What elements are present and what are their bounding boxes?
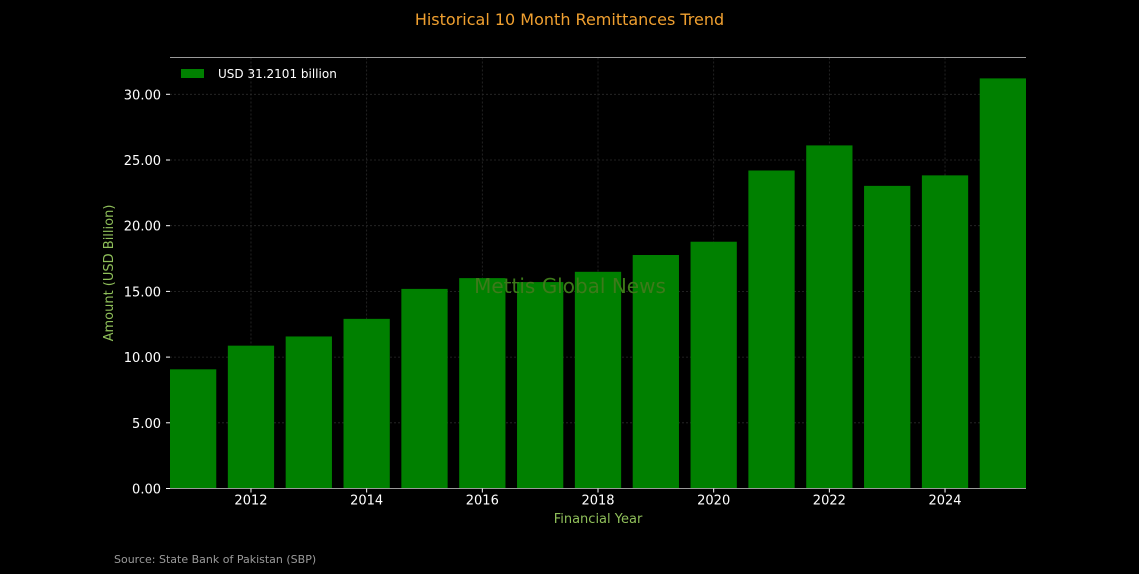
x-tick-label: 2012 xyxy=(234,494,267,509)
bar-2015 xyxy=(401,288,448,489)
y-tick-label: 20.00 xyxy=(124,220,161,235)
legend: USD 31.2101 billion xyxy=(181,67,337,81)
bar-2018 xyxy=(574,271,622,489)
bar-2012 xyxy=(227,345,275,489)
legend-label: USD 31.2101 billion xyxy=(218,67,337,81)
y-axis-label: Amount (USD Billion) xyxy=(102,205,117,342)
x-axis-label: Financial Year xyxy=(554,512,643,527)
legend-swatch xyxy=(181,69,204,78)
y-tick-label: 15.00 xyxy=(124,285,161,300)
bar-2025 xyxy=(979,78,1026,489)
x-tick-labels: 2012 2014 2016 2018 2020 2022 2024 xyxy=(234,488,962,509)
x-tick-label: 2024 xyxy=(928,494,961,509)
x-tick-label: 2014 xyxy=(350,494,383,509)
y-tick-label: 30.00 xyxy=(124,88,161,103)
bar-2016 xyxy=(459,278,506,489)
y-tick-labels: 0.00 5.00 10.00 15.00 20.00 25.00 30.00 xyxy=(124,88,170,498)
x-tick-label: 2016 xyxy=(466,494,499,509)
bar-2014 xyxy=(343,318,390,489)
bar-2024 xyxy=(921,175,969,489)
bar-2023 xyxy=(864,185,911,489)
bars xyxy=(170,78,1026,489)
y-tick-label: 5.00 xyxy=(132,417,161,432)
bar-2013 xyxy=(285,336,332,489)
source-note: Source: State Bank of Pakistan (SBP) xyxy=(114,553,316,566)
y-tick-label: 25.00 xyxy=(124,154,161,169)
y-tick-label: 10.00 xyxy=(124,351,161,366)
bar-2011 xyxy=(170,369,217,489)
bar-2020 xyxy=(690,241,737,489)
chart-title: Historical 10 Month Remittances Trend xyxy=(415,10,724,29)
bar-2021 xyxy=(748,170,795,489)
x-tick-label: 2022 xyxy=(813,494,846,509)
bar-2017 xyxy=(517,282,564,489)
x-tick-label: 2020 xyxy=(697,494,730,509)
bar-2022 xyxy=(806,145,853,489)
y-tick-label: 0.00 xyxy=(132,483,161,498)
bar-2019 xyxy=(632,254,679,489)
x-tick-label: 2018 xyxy=(581,494,614,509)
watermark-text: Mettis Global News xyxy=(474,274,666,298)
